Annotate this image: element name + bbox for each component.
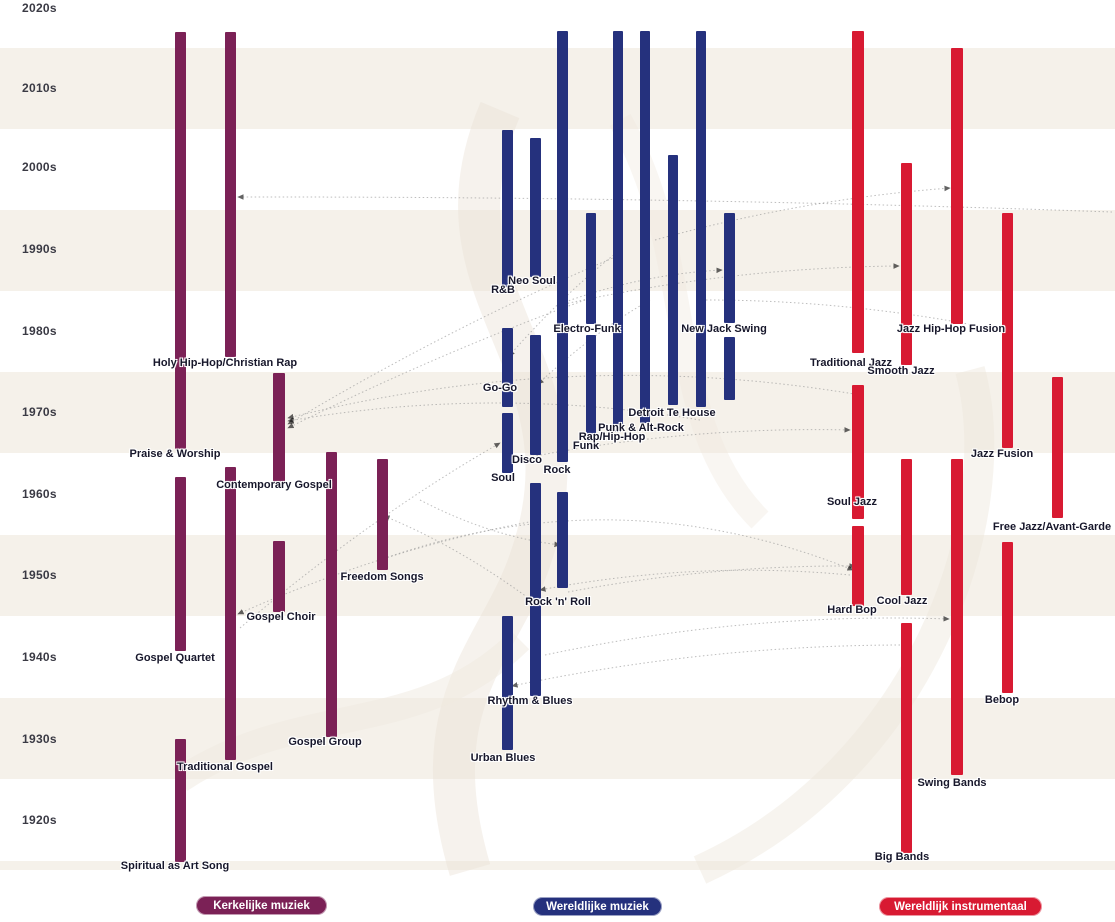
genre-bar-rock-n-roll[interactable] (557, 492, 568, 588)
genre-bar-praise-worship[interactable] (175, 32, 186, 449)
genre-label-gospel-group: Gospel Group (288, 736, 362, 748)
influence-link (379, 519, 854, 571)
genre-bar-punk-alt-rock[interactable] (640, 31, 650, 423)
genre-label-rock-n-roll: Rock 'n' Roll (525, 596, 591, 608)
decade-label-1990s: 1990s (22, 242, 57, 256)
genre-label-jazz-fusion: Jazz Fusion (970, 448, 1034, 460)
genre-label-free-jazz-avant-garde: Free Jazz/Avant-Garde (992, 521, 1112, 533)
genre-bar-spiritual-as-art-song[interactable] (175, 739, 186, 862)
influence-link (419, 499, 561, 548)
genre-bar-urban-blues[interactable] (502, 616, 513, 750)
genre-label-soul-jazz: Soul Jazz (826, 496, 878, 508)
genre-label-bebop: Bebop (984, 694, 1020, 706)
genre-bar-hard-bop[interactable] (852, 526, 864, 606)
genre-label-rhythm-blues: Rhythm & Blues (487, 695, 573, 707)
decade-label-1950s: 1950s (22, 568, 57, 582)
influence-link (567, 563, 856, 593)
influence-link (539, 569, 851, 592)
decade-label-1970s: 1970s (22, 405, 57, 419)
genre-label-disco: Disco (512, 454, 542, 466)
genre-bar-smooth-jazz[interactable] (901, 163, 912, 365)
genre-label-urban-blues: Urban Blues (470, 752, 536, 764)
decade-label-1980s: 1980s (22, 324, 57, 338)
genre-bar-traditional-jazz[interactable] (852, 31, 864, 353)
genre-label-hard-bop: Hard Bop (827, 604, 877, 616)
genre-label-gospel-choir: Gospel Choir (246, 611, 316, 623)
decade-label-2000s: 2000s (22, 160, 57, 174)
genre-bar-jazz-fusion[interactable] (1002, 213, 1013, 448)
influence-link (511, 644, 901, 688)
genre-label-traditional-jazz: Traditional Jazz (810, 357, 892, 369)
genre-bar-holy-hip-hop-christian-rap[interactable] (225, 32, 236, 357)
genre-label-punk-alt-rock: Punk & Alt-Rock (598, 422, 684, 434)
genre-label-freedom-songs: Freedom Songs (340, 571, 424, 583)
genre-bar-rhythm-blues[interactable] (530, 483, 541, 696)
genre-label-r-b: R&B (491, 284, 515, 296)
legend-wereldlijke-muziek[interactable]: Wereldlijke muziek (533, 897, 662, 916)
genre-bar-jazz-hip-hop-fusion[interactable] (951, 48, 963, 324)
decade-label-1940s: 1940s (22, 650, 57, 664)
genre-bar-neo-soul[interactable] (530, 138, 541, 277)
genre-bar-big-bands[interactable] (901, 623, 912, 853)
genre-label-traditional-gospel: Traditional Gospel (177, 761, 273, 773)
genre-label-go-go: Go-Go (482, 382, 518, 394)
genre-label-new-jack-swing: New Jack Swing (681, 323, 767, 335)
decade-label-1920s: 1920s (22, 813, 57, 827)
decade-stripe (0, 861, 1115, 870)
genre-label-spiritual-as-art-song: Spiritual as Art Song (120, 860, 230, 872)
genre-label-rap-hip-hop: Rap/Hip-Hop (578, 431, 646, 443)
genre-label-neo-soul: Neo Soul (508, 275, 556, 287)
genre-label-contemporary-gospel: Contemporary Gospel (216, 479, 332, 491)
genre-bar-free-jazz-avant-garde[interactable] (1052, 377, 1063, 518)
genre-bar-unlabeled[interactable] (696, 31, 706, 407)
decade-label-2020s: 2020s (22, 1, 57, 15)
genre-bar-freedom-songs[interactable] (377, 459, 388, 570)
genre-label-smooth-jazz: Smooth Jazz (867, 365, 935, 377)
genre-bar-rap-hip-hop[interactable] (613, 31, 623, 432)
decade-label-1960s: 1960s (22, 487, 57, 501)
genre-bar-cool-jazz[interactable] (901, 459, 912, 595)
genre-bar-rock[interactable] (557, 31, 568, 462)
influence-link (287, 254, 621, 425)
genre-label-swing-bands: Swing Bands (917, 777, 987, 789)
influence-link (544, 616, 950, 656)
genre-bar-contemporary-gospel[interactable] (273, 373, 285, 482)
genre-bar-gospel-group[interactable] (326, 452, 337, 737)
genre-bar-disco[interactable] (530, 335, 541, 455)
genre-bar-gospel-choir[interactable] (273, 541, 285, 612)
genre-bar-gospel-quartet[interactable] (175, 477, 186, 651)
genre-bar-traditional-gospel[interactable] (225, 467, 236, 760)
genre-label-holy-hip-hop-christian-rap: Holy Hip-Hop/Christian Rap (152, 357, 298, 369)
genre-label-soul: Soul (491, 472, 515, 484)
genre-bar-go-go[interactable] (502, 328, 513, 407)
genre-bar-funk[interactable] (586, 335, 596, 441)
genre-label-electro-funk: Electro-Funk (553, 323, 621, 335)
genre-bar-soul-jazz[interactable] (852, 385, 864, 519)
genre-label-praise-worship: Praise & Worship (129, 448, 221, 460)
genre-bar-unlabeled[interactable] (724, 337, 735, 400)
genre-bar-r-b[interactable] (502, 130, 513, 287)
genre-label-jazz-hip-hop-fusion: Jazz Hip-Hop Fusion (896, 323, 1006, 335)
genre-label-big-bands: Big Bands (874, 851, 930, 863)
decade-label-1930s: 1930s (22, 732, 57, 746)
genre-label-gospel-quartet: Gospel Quartet (135, 652, 215, 664)
genre-label-cool-jazz: Cool Jazz (876, 595, 928, 607)
genre-bar-swing-bands[interactable] (951, 459, 963, 775)
genre-bar-new-jack-swing[interactable] (724, 213, 735, 323)
influence-link (383, 515, 532, 601)
influence-link (239, 442, 501, 629)
genre-bar-detroit-te-house[interactable] (668, 155, 678, 405)
legend-kerkelijke-muziek[interactable]: Kerkelijke muziek (196, 896, 327, 915)
genre-label-detroit-te-house: Detroit Te House (628, 407, 716, 419)
influence-link (287, 374, 861, 420)
genre-label-funk: Funk (572, 440, 600, 452)
genre-bar-soul[interactable] (502, 413, 513, 473)
genre-label-rock: Rock (543, 464, 571, 476)
genre-bar-bebop[interactable] (1002, 542, 1013, 693)
legend-wereldlijk-instrumentaal[interactable]: Wereldlijk instrumentaal (879, 897, 1042, 916)
genre-bar-electro-funk[interactable] (586, 213, 596, 324)
decade-label-2010s: 2010s (22, 81, 57, 95)
